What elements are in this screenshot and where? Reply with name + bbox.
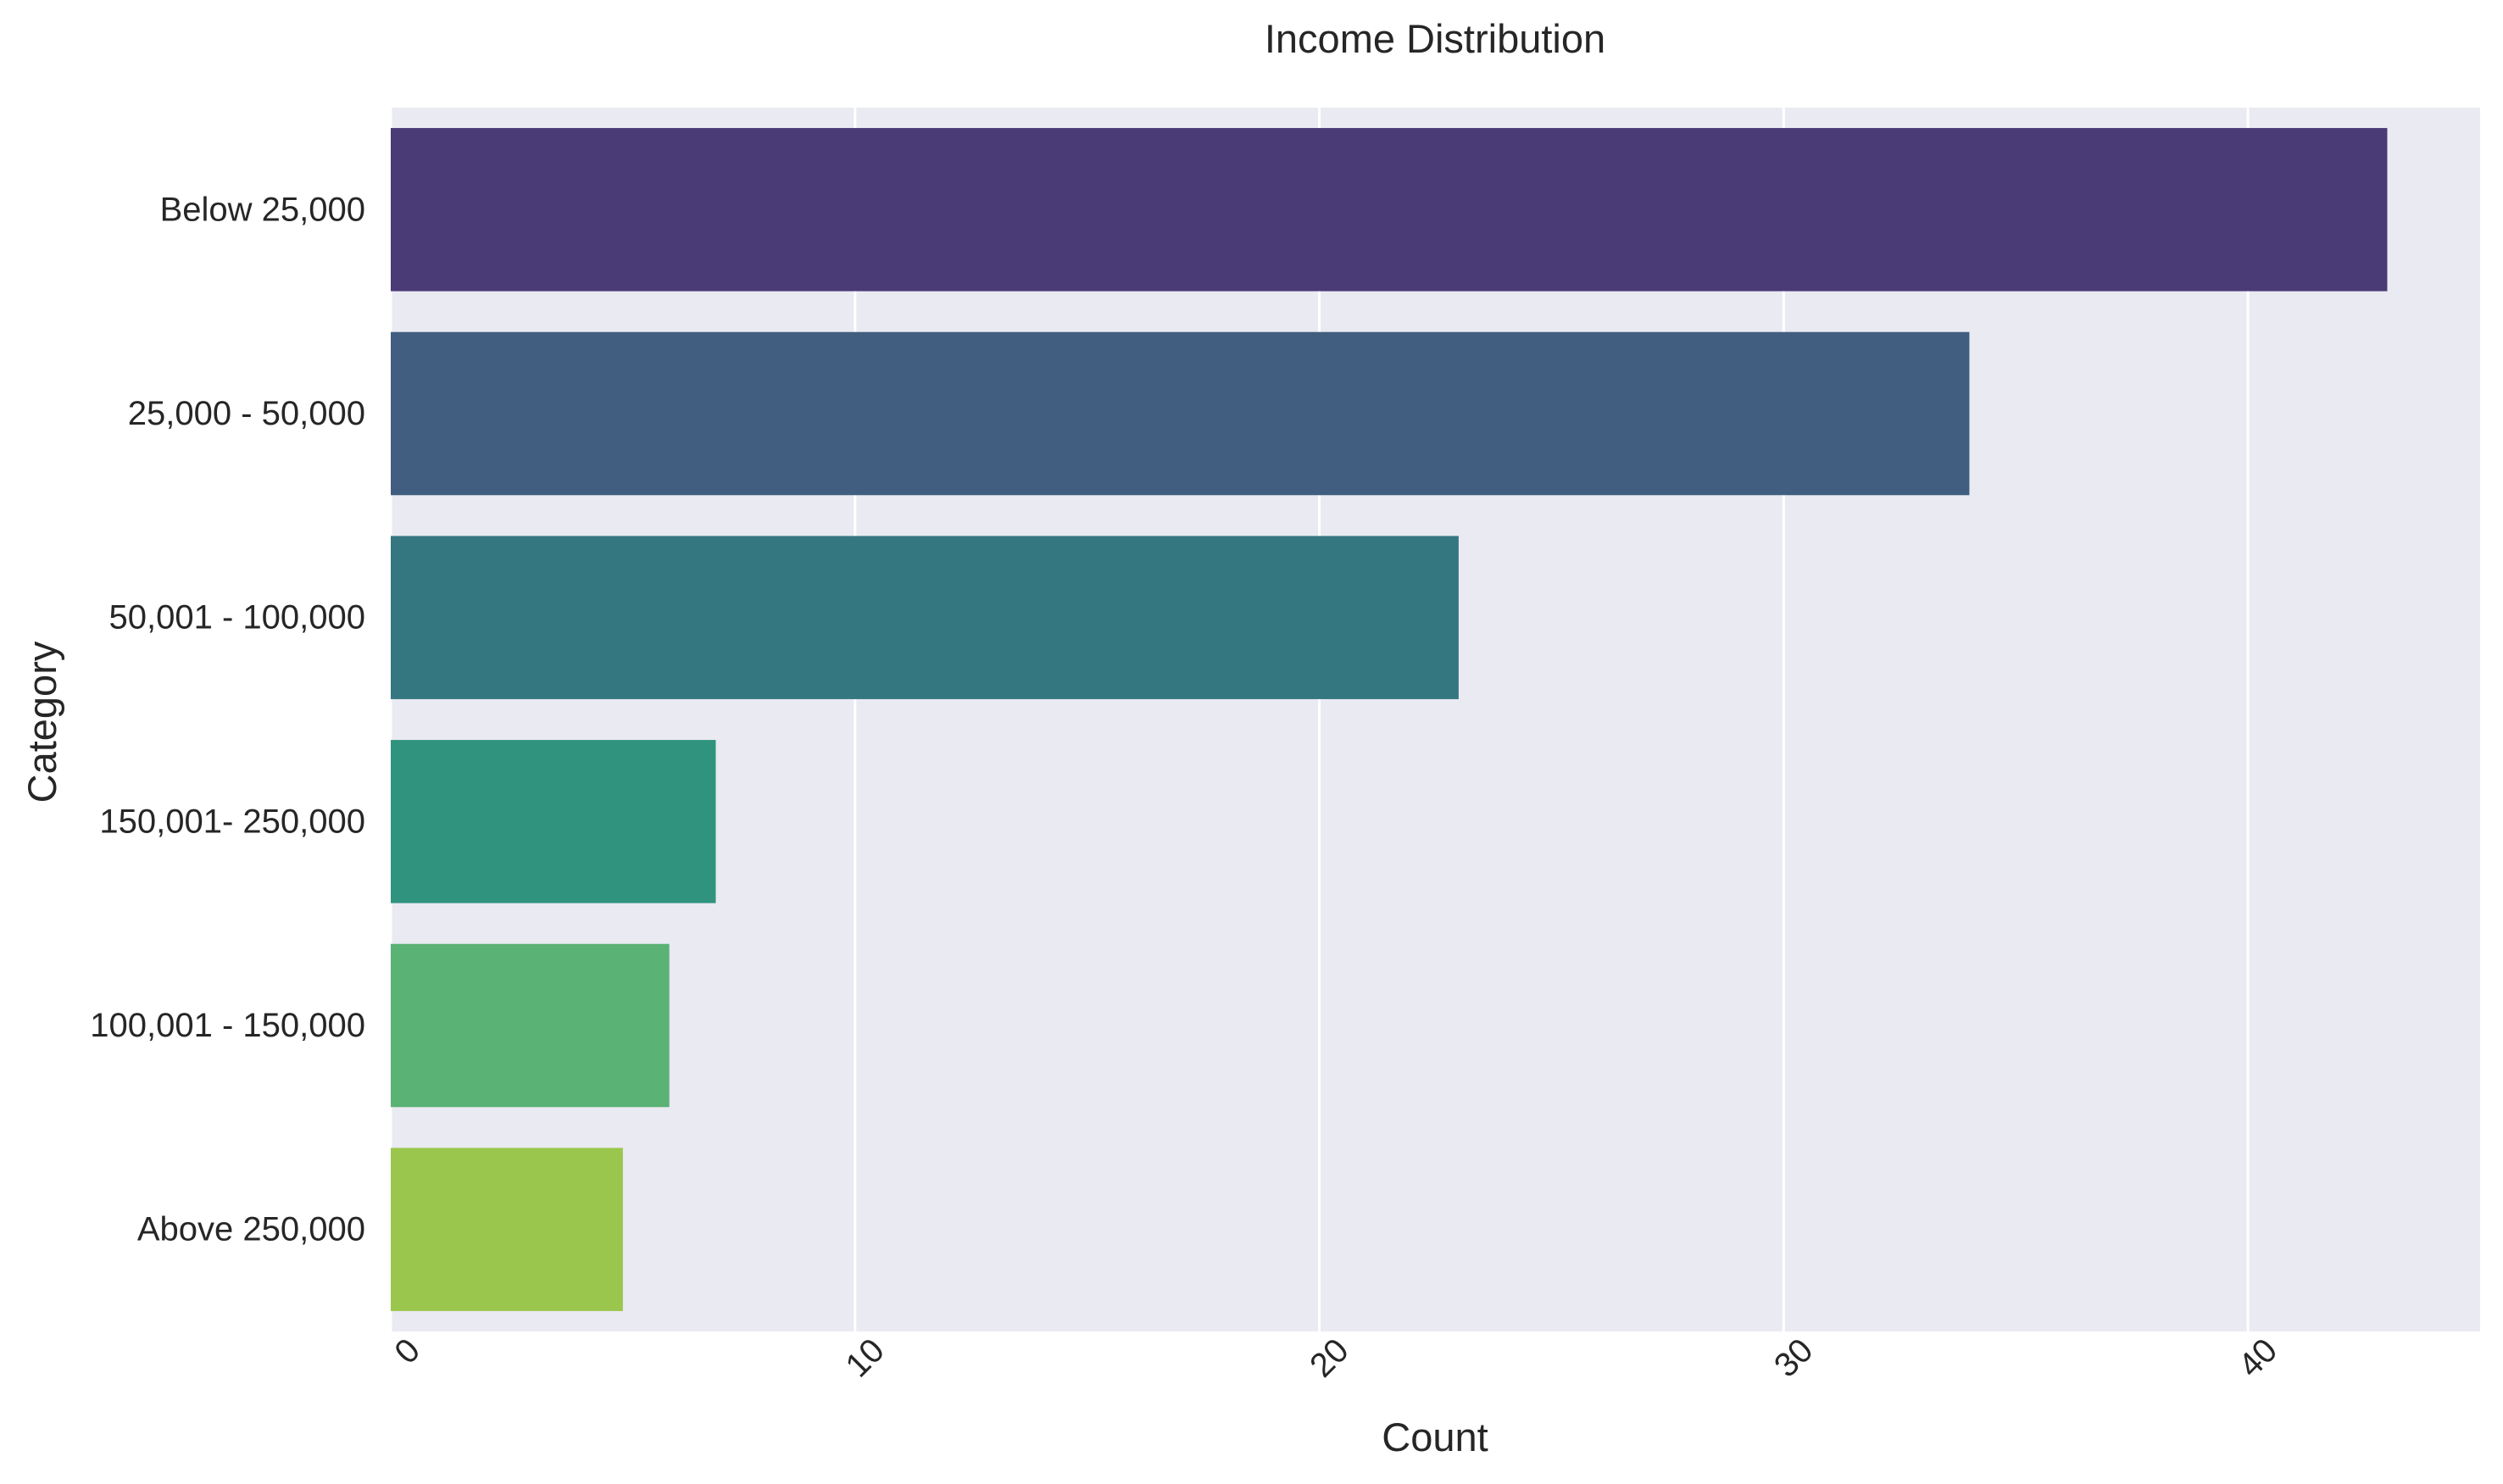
gridlines — [389, 108, 2250, 1331]
bar-4 — [391, 740, 716, 903]
x-tick-label: 10 — [838, 1331, 892, 1385]
bar-2 — [391, 331, 1970, 496]
x-tick-label: 0 — [387, 1331, 427, 1371]
y-axis-label: Category — [19, 641, 64, 803]
x-tick-label: 30 — [1767, 1331, 1821, 1385]
x-tick-label: 20 — [1303, 1331, 1356, 1385]
bar-6 — [391, 1148, 623, 1311]
bar-3 — [391, 536, 1459, 699]
y-tick-label: 100,001 - 150,000 — [90, 1007, 365, 1044]
x-tick-label: 40 — [2232, 1331, 2285, 1385]
y-tick-label: 150,001- 250,000 — [99, 803, 365, 840]
y-tick-label: Above 250,000 — [137, 1211, 365, 1248]
x-axis-label: Count — [1382, 1415, 1488, 1459]
bar-1 — [391, 128, 2388, 292]
y-tick-labels: Below 25,000 25,000 - 50,000 50,001 - 100,… — [90, 191, 365, 1248]
chart-title: Income Distribution — [1265, 16, 1605, 61]
bar-5 — [391, 943, 670, 1108]
y-tick-label: Below 25,000 — [160, 191, 365, 228]
x-tick-labels: 0 10 20 30 40 — [387, 1331, 2284, 1385]
y-tick-label: 50,001 - 100,000 — [109, 599, 365, 636]
bars — [391, 128, 2388, 1311]
plot-area — [391, 108, 2480, 1331]
y-tick-label: 25,000 - 50,000 — [128, 395, 365, 432]
